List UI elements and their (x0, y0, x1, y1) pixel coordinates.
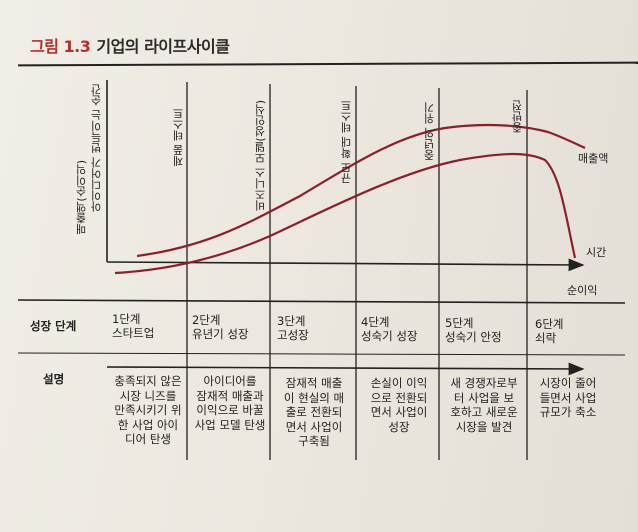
stage-name: 6단계 쇠락 (535, 317, 564, 345)
stage-name: 5단계 성숙기 안정 (445, 316, 502, 344)
figure-title: 그림 1.3 기업의 라이프사이클 (30, 33, 230, 57)
timeline-arrow (106, 362, 585, 376)
milestone-label: 종반전 (511, 100, 524, 133)
stage-name: 3단계 고성장 (277, 314, 309, 342)
stage-name: 4단계 성숙기 성장 (361, 315, 418, 343)
figure-label: 그림 1.3 (30, 37, 91, 56)
table-mid-rule (17, 352, 626, 356)
stage-row-label: 성장 단계 (30, 319, 77, 333)
stage-description: 손실이 이익 으로 전환되 면서 사업이 성장 (370, 376, 428, 434)
profit-curve-label: 순이익 (567, 284, 598, 297)
x-axis-label: 시간 (586, 246, 607, 259)
y-axis-label: 매출액(순이익) (75, 160, 88, 235)
stage-description: 시장이 줄어 들면서 사업 규모가 축소 (539, 376, 597, 419)
stage-description: 잠재적 매출 이 현실의 매 출로 전환되 면서 사업이 구축됨 (283, 376, 345, 448)
stage-name: 1단계 스타트업 (112, 312, 155, 340)
revenue-curve (136, 123, 586, 258)
description-row-label: 설명 (43, 372, 65, 386)
figure-name: 기업의 라이프사이클 (96, 37, 230, 56)
milestone-label: 아이디어가 번득이는 순간 (90, 84, 103, 212)
stage-name: 2단계 유년기 성장 (192, 313, 249, 341)
stage-description: 새 경쟁자로부 터 사업을 보 호하고 새로운 시장을 발견 (450, 376, 518, 434)
profit-curve (114, 152, 577, 275)
stage-description: 충족되지 않은 시장 니즈를 만족시키기 위 한 사업 아이 디어 탄생 (114, 374, 182, 446)
milestone-label: 제품 테스트 (172, 108, 185, 167)
milestone-label: 규모 확대 테스트 (340, 100, 353, 184)
milestone-label: 비즈니스 모델(성인식) (254, 100, 267, 212)
table-top-rule (17, 299, 626, 304)
revenue-curve-label: 매출액 (578, 152, 609, 165)
stage-description: 아이디어를 잠재적 매출과 이익으로 바꿀 사업 모델 탄생 (194, 374, 266, 432)
milestone-label: 중년의 위기 (423, 102, 436, 161)
